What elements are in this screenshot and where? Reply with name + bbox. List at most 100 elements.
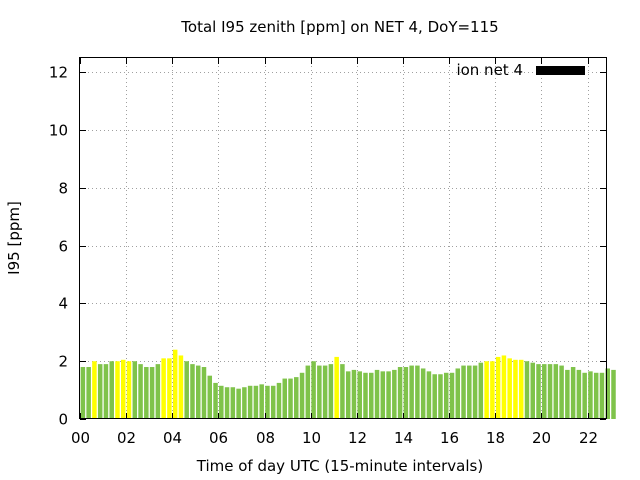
bar [121,359,126,419]
x-tick-label: 00 [71,429,90,447]
x-tick-label: 16 [440,429,459,447]
bar [495,356,501,419]
bar [547,364,553,419]
bar [270,385,276,419]
bar [207,375,213,419]
bar [363,372,368,419]
x-tick-label: 18 [486,429,505,447]
bar [247,385,253,419]
bar [213,382,218,419]
y-tick-label: 10 [49,122,68,140]
bar [478,362,484,419]
bar [92,361,97,419]
bar [322,365,328,419]
bar [161,358,166,419]
bar [345,371,351,419]
bar [392,369,397,419]
bar [386,371,391,419]
bar [253,385,259,419]
bar [380,371,386,419]
bar [224,387,230,419]
bar [317,365,322,419]
bar [570,367,576,419]
bar [593,372,599,419]
grid [80,58,606,419]
bar [172,349,178,419]
bar [426,371,432,419]
bar [219,385,224,419]
bars [80,349,616,419]
bar [265,385,270,419]
bar [513,359,518,419]
bar [149,367,155,419]
y-tick-label: 2 [58,353,68,371]
bar [611,369,616,419]
bar [490,361,495,419]
bar [144,367,149,419]
bar [432,374,437,419]
bar [536,364,541,419]
bar [507,358,512,419]
bar [155,364,161,419]
bar [86,367,91,419]
bar [126,361,132,419]
bar [351,369,357,419]
bar [588,371,593,419]
bar [190,364,195,419]
bar [109,361,114,419]
bar [305,365,311,419]
y-tick-label: 12 [49,64,68,82]
bar [115,361,120,419]
bar [259,384,264,419]
bar [415,365,420,419]
bar [299,372,305,419]
bar [599,372,605,419]
bar [530,362,535,419]
bar [472,365,478,419]
bar [340,364,345,419]
bar [438,374,443,419]
bar [518,359,524,419]
bar [357,371,362,419]
y-axis-label: I95 [ppm] [5,201,23,275]
bar [242,387,247,419]
bar [409,365,414,419]
bar [605,368,610,419]
x-tick-label: 04 [163,429,182,447]
bar [553,364,559,419]
bar [80,367,86,419]
bar [542,364,547,419]
bar [420,368,426,419]
bar [467,365,472,419]
bar [236,388,241,419]
bar [576,369,582,419]
bar [565,369,570,419]
bar [103,364,109,419]
bar [97,364,103,419]
bar [294,377,299,419]
bar [397,367,403,419]
bar [449,372,455,419]
bar [201,367,207,419]
bar [178,355,184,419]
bar [138,364,143,419]
bar [403,367,409,419]
bar [461,365,466,419]
bar [167,358,172,419]
bar [184,361,189,419]
plot-frame [79,57,607,419]
bar [311,361,316,419]
legend-swatch [536,66,585,75]
bar [195,365,201,419]
bar [524,361,530,419]
x-tick-label: 22 [579,429,598,447]
x-tick-label: 02 [117,429,136,447]
bar [374,369,380,419]
x-tick-label: 06 [209,429,228,447]
bar [132,361,138,419]
bar [582,372,587,419]
x-axis-label: Time of day UTC (15-minute intervals) [196,457,483,475]
bar [484,361,489,419]
bar [282,378,287,419]
